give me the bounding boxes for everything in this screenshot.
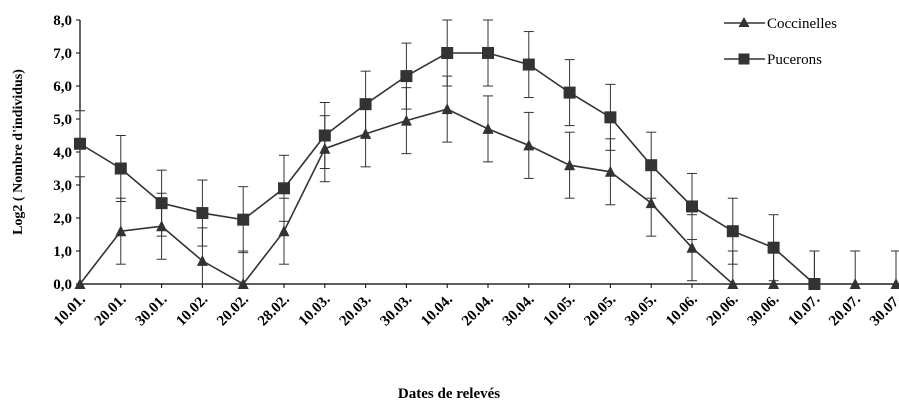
data-point-square: [400, 70, 413, 83]
series-pucerons: [74, 19, 821, 290]
data-point-square: [359, 98, 372, 111]
y-tick-label: 0,0: [53, 277, 72, 293]
data-point-square: [74, 137, 86, 150]
data-point-triangle: [604, 165, 616, 177]
x-tick-label: 10.04.: [418, 291, 456, 329]
data-point-square: [767, 241, 780, 254]
data-point-square: [441, 47, 454, 59]
legend-item-pucerons: Pucerons: [724, 52, 822, 68]
x-ticks: 10.01. 20.01. 30.01. 10.02. 20.02. 28.02. 10.0…: [51, 284, 899, 329]
data-point-triangle: [564, 159, 576, 171]
data-point-square: [237, 213, 250, 226]
data-point-triangle: [278, 225, 290, 237]
x-tick-label: 10.07.: [785, 291, 823, 329]
legend-item-coccinelles: Coccinelles: [724, 16, 837, 32]
legend-square-marker: [738, 53, 750, 65]
data-point-square: [318, 129, 331, 142]
x-tick-label: 20.04.: [459, 291, 497, 329]
data-point-square: [726, 225, 739, 238]
x-tick-label: 20.03.: [337, 291, 375, 329]
data-point-triangle: [523, 139, 535, 151]
x-tick-label: 30.06.: [745, 291, 783, 329]
data-point-square: [808, 278, 821, 290]
data-point-triangle: [849, 278, 861, 289]
data-point-triangle: [400, 114, 412, 126]
x-tick-label: 10.03.: [296, 291, 334, 329]
y-tick-label: 8,0: [53, 13, 72, 29]
data-point-triangle: [890, 278, 899, 289]
data-point-square: [604, 111, 617, 124]
x-tick-label: 30.01.: [133, 291, 171, 329]
y-tick-label: 7,0: [53, 46, 72, 62]
data-point-triangle: [768, 278, 780, 289]
y-tick-label: 1,0: [53, 244, 72, 260]
data-point-triangle: [727, 278, 739, 289]
data-point-triangle: [645, 197, 657, 209]
x-tick-label: 30.04.: [500, 291, 538, 329]
series-coccinelles: [74, 75, 899, 289]
data-point-square: [645, 159, 658, 172]
data-point-triangle: [196, 254, 208, 266]
data-point-square: [155, 197, 168, 210]
x-tick-label: 10.02.: [173, 291, 211, 329]
data-point-triangle: [237, 278, 249, 289]
x-tick-label: 30.07.: [867, 291, 899, 329]
data-point-square: [686, 200, 698, 213]
data-point-square: [522, 58, 535, 71]
x-tick-label: 10.01.: [51, 291, 89, 329]
data-point-square: [196, 207, 209, 220]
data-point-square: [278, 182, 290, 195]
data-point-square: [563, 86, 576, 99]
x-tick-label: 28.02.: [255, 291, 293, 329]
x-tick-label: 20.05.: [581, 291, 619, 329]
y-ticks: 0,0 1,0 2,0 3,0 4,0 5,0 6,0 7,0 8,0: [53, 13, 80, 293]
legend-label-coccinelles: Coccinelles: [767, 16, 837, 32]
x-tick-label: 20.07.: [826, 291, 864, 329]
y-tick-label: 2,0: [53, 211, 72, 227]
data-point-triangle: [686, 241, 698, 253]
x-tick-label: 20.02.: [214, 291, 252, 329]
legend-label-pucerons: Pucerons: [767, 52, 822, 68]
x-tick-label: 30.03.: [377, 291, 415, 329]
data-point-square: [114, 162, 127, 175]
data-point-triangle: [482, 122, 494, 134]
x-tick-label: 30.05.: [622, 291, 660, 329]
data-point-square: [482, 47, 494, 59]
legend-triangle-marker: [738, 17, 750, 27]
data-point-triangle: [441, 103, 453, 115]
data-point-triangle: [74, 278, 86, 289]
series-layer: [74, 19, 899, 290]
y-tick-label: 5,0: [53, 112, 72, 128]
x-tick-label: 10.06.: [663, 291, 701, 329]
y-axis-label: Log2 ( Nombre d'individus): [11, 69, 26, 235]
y-tick-label: 6,0: [53, 79, 72, 95]
data-point-triangle: [115, 225, 127, 237]
x-tick-label: 20.06.: [704, 291, 742, 329]
legend: Coccinelles Pucerons: [724, 16, 837, 68]
y-tick-label: 3,0: [53, 178, 72, 194]
x-tick-label: 20.01.: [92, 291, 130, 329]
y-tick-label: 4,0: [53, 145, 72, 161]
x-axis-label: Dates de relevés: [398, 386, 500, 402]
x-tick-label: 10.05.: [541, 291, 579, 329]
